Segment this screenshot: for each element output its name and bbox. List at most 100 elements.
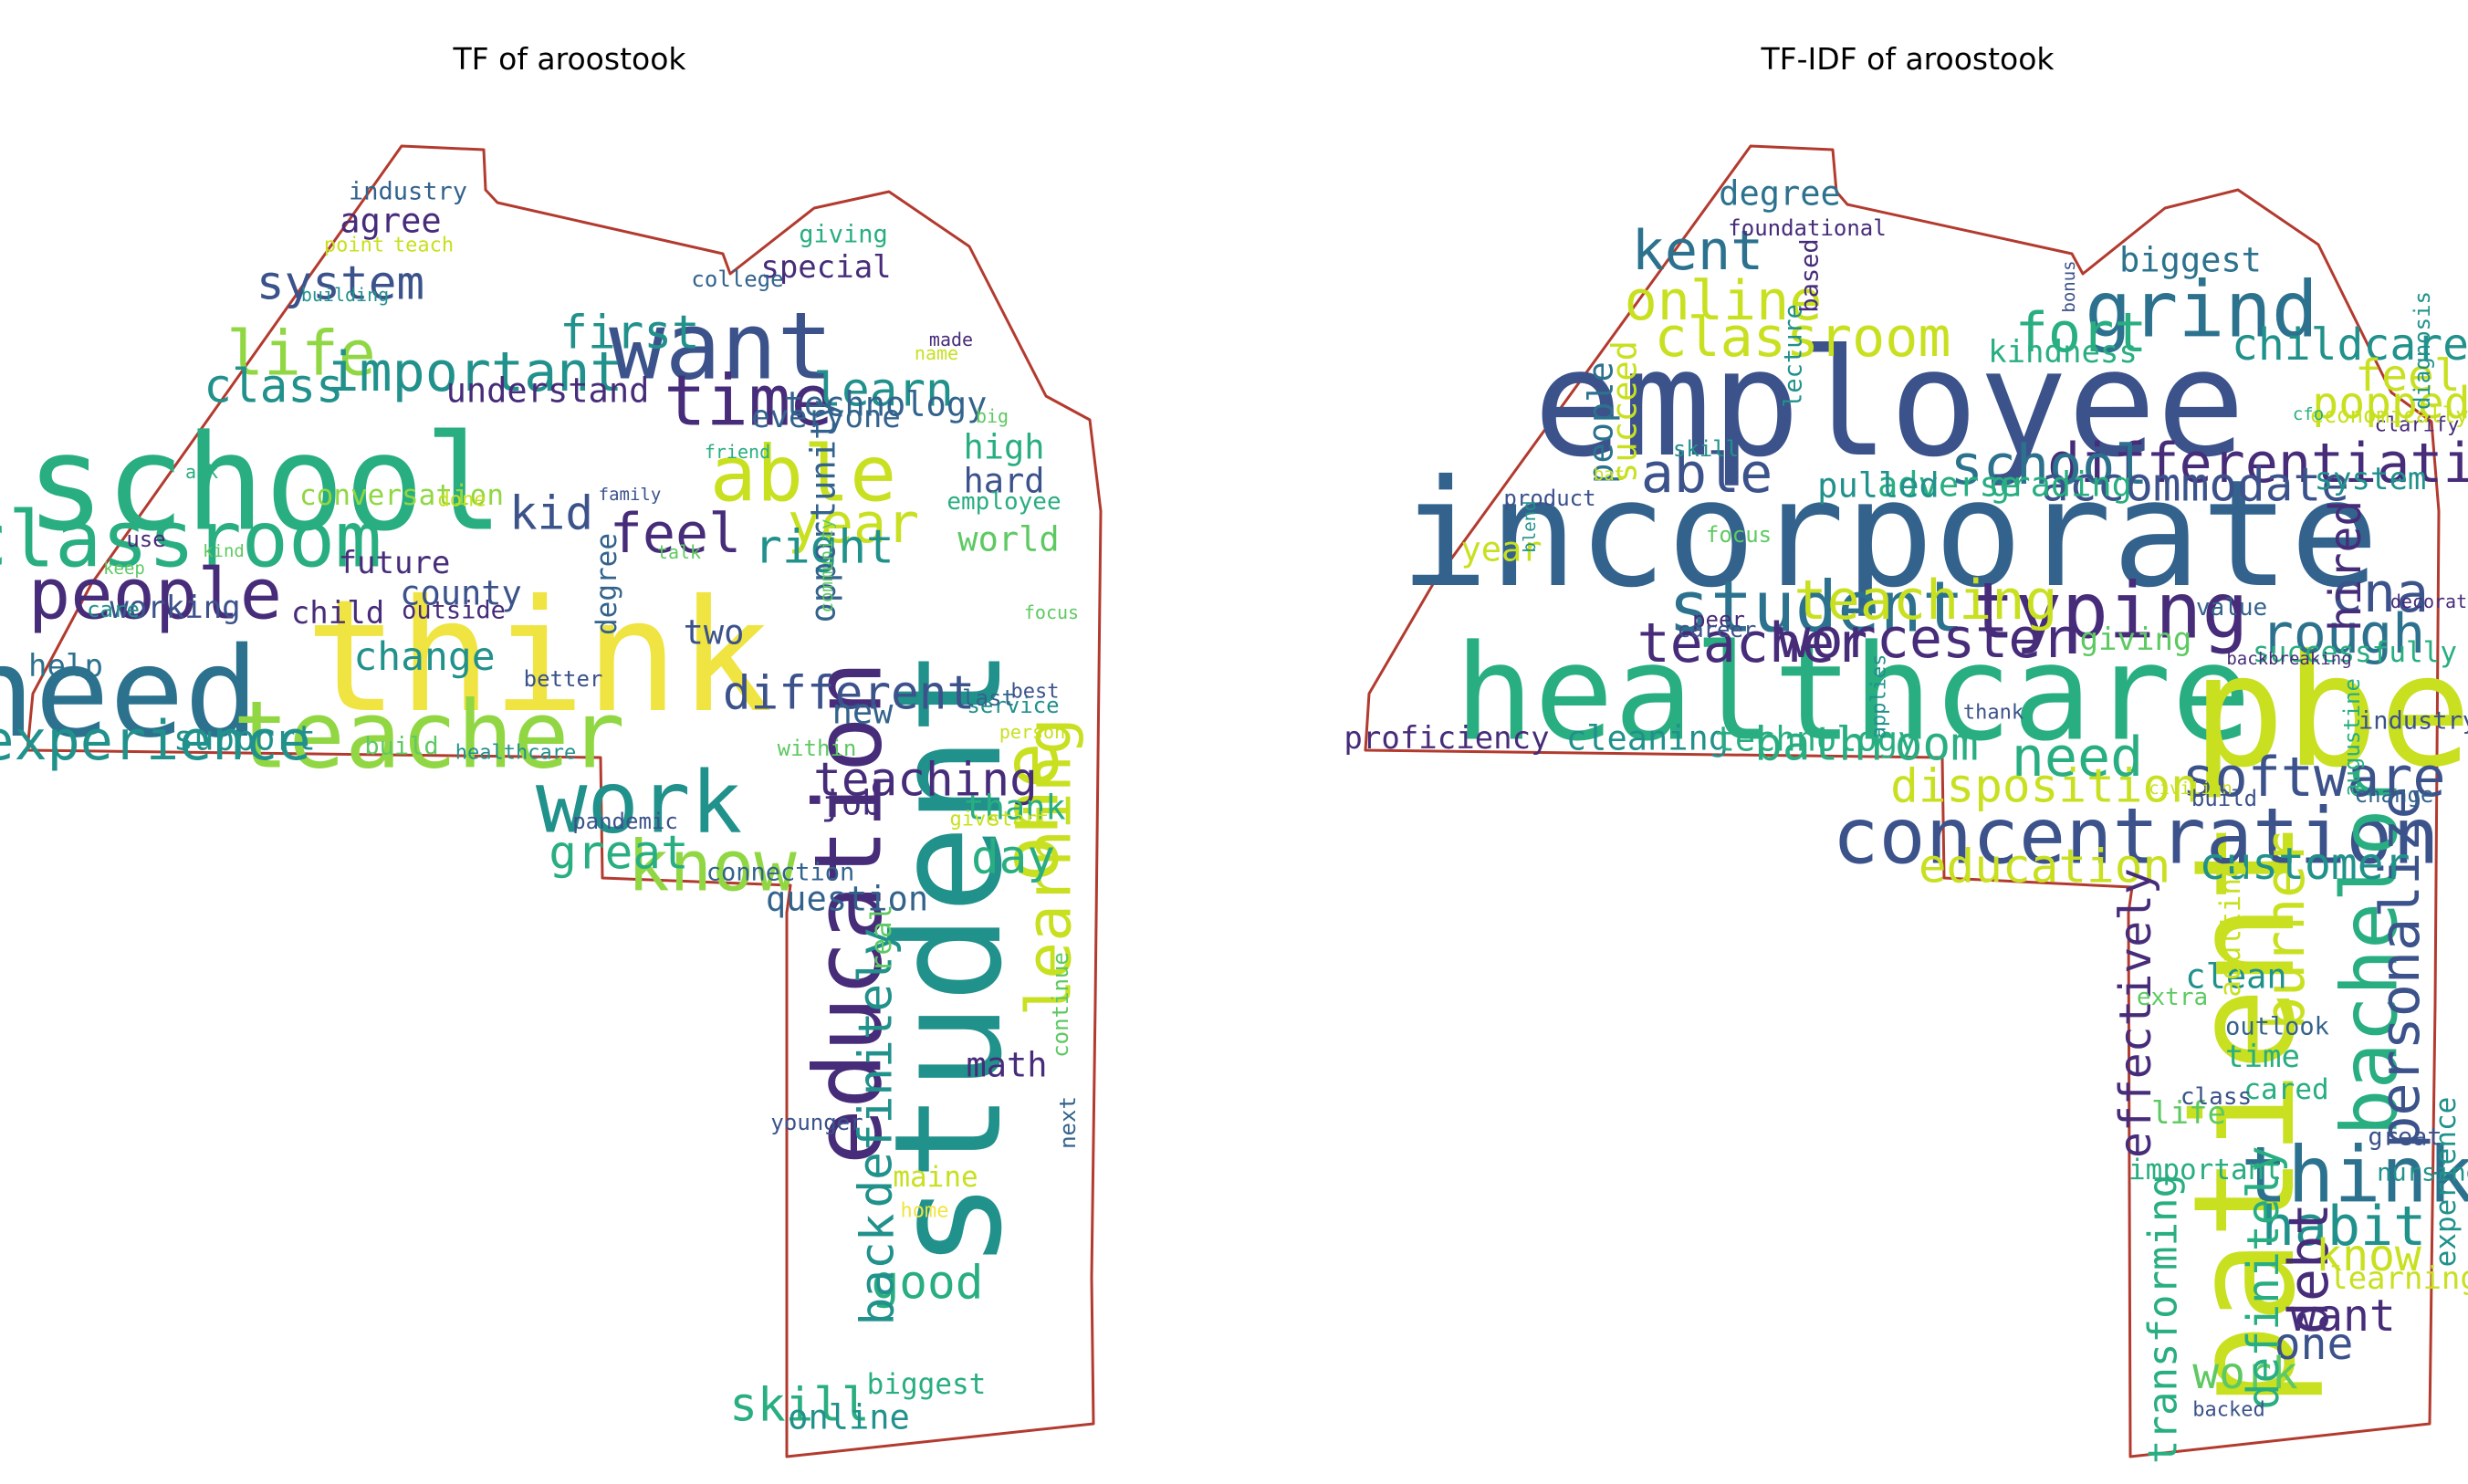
word-change: change	[2355, 782, 2434, 808]
word-classroom: classroom	[1654, 306, 1950, 370]
word-bachelor: bachelor	[2326, 762, 2416, 1135]
word-employee: employee	[1533, 319, 2245, 490]
word-back: back	[852, 1214, 905, 1326]
word-good: good	[872, 1257, 984, 1311]
word-differentiation: differentiation	[2047, 432, 2468, 496]
word-incorporate: incorporate	[1400, 449, 2379, 621]
word-transforming: transforming	[2140, 1174, 2187, 1464]
word-want: want	[2290, 1291, 2396, 1342]
word-bonus: bonus	[2059, 260, 2079, 312]
word-backed: backed	[2192, 1399, 2264, 1422]
word-learning: learning	[2329, 1260, 2468, 1297]
word-foundational: foundational	[1728, 215, 1886, 241]
word-product: product	[1503, 486, 1595, 511]
word-connection: connection	[706, 859, 855, 887]
word-new: new	[832, 693, 894, 732]
word-first: first	[559, 307, 700, 361]
word-real: real	[865, 904, 898, 973]
word-important: important	[2128, 1154, 2282, 1186]
word-extra: extra	[2137, 984, 2208, 1011]
word-healthcare: healthcare	[1455, 617, 2252, 771]
word-ask: ask	[185, 461, 218, 483]
word-talk: talk	[657, 541, 701, 563]
word-year: year	[788, 492, 920, 556]
word-system: system	[2315, 461, 2427, 497]
word-need: need	[0, 622, 259, 766]
word-conversation: conversation	[299, 479, 504, 512]
word-better: better	[524, 666, 603, 692]
word-definitely: definitely	[2238, 1146, 2289, 1410]
word-thank: thank	[1963, 702, 2024, 725]
word-based: based	[1796, 238, 1825, 312]
word-bat: bat	[1594, 465, 1625, 485]
word-working: working	[110, 590, 240, 626]
word-big: big	[976, 405, 1009, 427]
word-giving: giving	[2080, 622, 2192, 658]
word-debt: debt	[2277, 1203, 2341, 1335]
word-decorate: decorate	[2390, 590, 2468, 612]
word-service: service	[967, 693, 1059, 718]
word-outlook: outlook	[2225, 1013, 2329, 1041]
word-education: education	[795, 661, 904, 1165]
word-clean: clean	[2185, 957, 2286, 997]
word-kind: kind	[203, 541, 245, 561]
word-teach: teach	[393, 235, 454, 257]
word-math: math	[966, 1046, 1047, 1085]
word-online: online	[788, 1398, 910, 1437]
word-hard: hard	[963, 462, 1044, 501]
word-healthcare: healthcare	[455, 742, 576, 765]
word-use: use	[126, 527, 165, 552]
word-education: education	[1919, 841, 2170, 894]
word-succeed: succeed	[1605, 340, 1645, 483]
word-life: life	[226, 319, 376, 391]
word-great: great	[2368, 1123, 2442, 1152]
word-next: next	[1055, 1096, 1081, 1149]
word-world: world	[957, 520, 1059, 559]
word-degree: degree	[1719, 174, 1841, 214]
word-typing: typing	[1968, 567, 2248, 657]
word-teaching: teaching	[1794, 569, 2058, 632]
word-proficiency: proficiency	[1344, 720, 1549, 757]
word-thank: thank	[964, 789, 1065, 828]
word-disposition: disposition	[1890, 760, 2199, 814]
word-different: different	[723, 667, 975, 721]
word-backbreaking: backbreaking	[2226, 649, 2351, 669]
word-community: community	[817, 519, 837, 613]
word-support: support	[173, 719, 316, 758]
word-teacher: teacher	[233, 682, 625, 790]
word-biggest: biggest	[2119, 241, 2262, 280]
word-build: build	[364, 733, 438, 761]
word-care: care	[87, 597, 140, 622]
word-teaching: teaching	[813, 754, 1038, 808]
word-employee: employee	[946, 488, 1061, 516]
word-one: one	[2275, 1319, 2354, 1370]
word-outside: outside	[402, 597, 506, 625]
word-know: know	[627, 827, 797, 908]
word-start: start	[988, 809, 1049, 831]
word-patient: patient	[2164, 820, 2327, 1408]
word-experience: experience	[2430, 1097, 2463, 1268]
word-person: person	[999, 721, 1065, 743]
word-time: time	[664, 361, 832, 443]
word-student: student	[1668, 568, 1965, 649]
word-pandemic: pandemic	[572, 809, 678, 834]
word-pbe: pbe	[2191, 622, 2468, 802]
word-adulting: adulting	[2214, 861, 2247, 997]
word-habit: habit	[2262, 1195, 2427, 1259]
word-childcare: childcare	[2232, 319, 2468, 371]
word-able: able	[1641, 442, 1773, 506]
word-technology: technology	[1715, 720, 1919, 759]
word-industry: industry	[349, 178, 467, 206]
word-made: made	[929, 329, 973, 350]
word-class: class	[204, 361, 344, 414]
word-kent: kent	[1632, 219, 1764, 283]
word-augustine: augustine	[2339, 678, 2365, 797]
word-friend: friend	[705, 441, 770, 463]
word-question: question	[766, 880, 928, 919]
word-point: point	[324, 235, 384, 257]
word-two: two	[684, 613, 745, 653]
word-giving: giving	[799, 221, 888, 249]
